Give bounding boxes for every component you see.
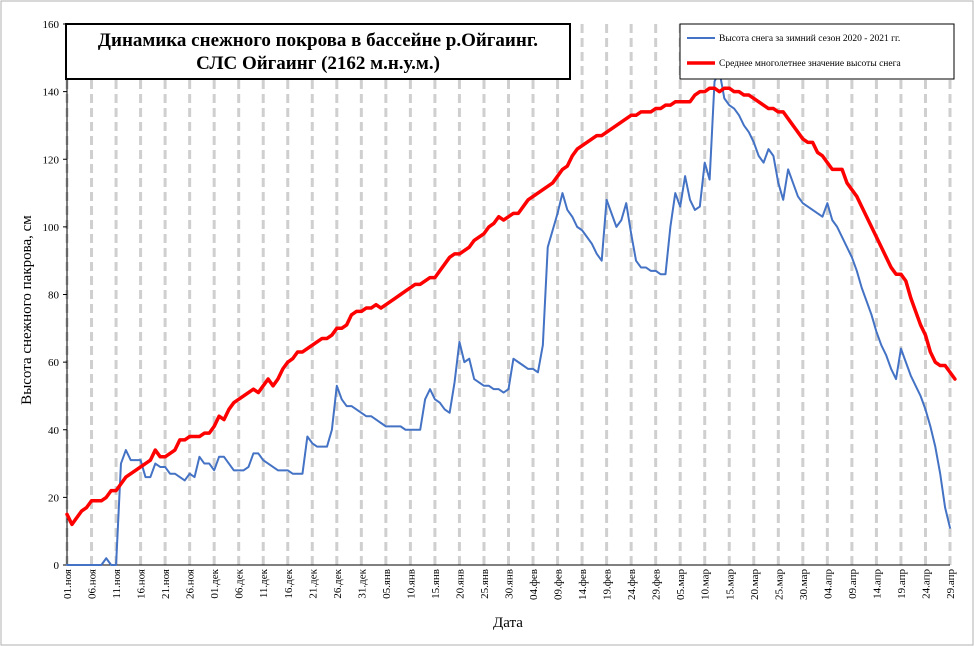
y-tick-label: 80 (48, 290, 60, 302)
series-layer (65, 70, 957, 566)
x-tick-label: 21.дек (307, 568, 319, 598)
x-tick-label: 14.апр (871, 569, 883, 599)
axis-layer: 01.ноя 06.ноя 11.ноя 16.ноя 21.ноя 26.ноя 01.д… (43, 19, 958, 600)
x-tick-label: 26.ноя (185, 569, 197, 599)
y-axis-label: Высота снежного пакрова, см (19, 215, 35, 405)
series-line-observed (66, 70, 951, 566)
x-tick-label: 26.дек (332, 568, 344, 598)
x-tick-label: 30.янв (504, 569, 516, 599)
x-axis-label: Дата (493, 615, 523, 631)
legend-frame (679, 23, 955, 80)
y-tick-label: 0 (54, 560, 60, 572)
x-tick-label: 19.апр (896, 569, 908, 599)
x-tick-label: 05.янв (381, 569, 393, 599)
y-tick-label: 40 (48, 425, 60, 437)
x-tick-label: 25.мар (773, 569, 785, 601)
x-tick-label: 09.апр (847, 569, 859, 599)
x-tick-label: 19.фев (602, 569, 614, 600)
chart-title-box: Динамика снежного покрова в бассейне р.О… (65, 23, 571, 80)
x-tick-label: 01.дек (209, 568, 221, 598)
chart-subtitle: СЛС Ойгаинг (2162 м.н.у.м.) (196, 53, 440, 74)
x-tick-label: 06.ноя (87, 569, 99, 599)
x-tick-label: 14.фев (577, 569, 589, 600)
x-tick-label: 21.ноя (160, 569, 172, 599)
x-tick-label: 05.мар (675, 569, 687, 601)
x-tick-label: 10.янв (405, 569, 417, 599)
x-tick-label: 15.мар (724, 569, 736, 601)
x-tick-label: 01.ноя (62, 569, 74, 599)
x-tick-label: 20.мар (749, 569, 761, 601)
legend-label-average: Среднее многолетнее значение высоты снег… (719, 59, 901, 69)
x-tick-label: 11.ноя (111, 569, 123, 599)
y-tick-label: 140 (43, 87, 60, 99)
y-tick-label: 160 (43, 19, 60, 31)
x-tick-label: 24.фев (626, 569, 638, 600)
x-tick-label: 10.мар (700, 569, 712, 601)
x-tick-label: 29.апр (945, 569, 957, 599)
chart-title: Динамика снежного покрова в бассейне р.О… (98, 30, 538, 51)
legend: Высота снега за зимний сезон 2020 - 2021… (679, 23, 955, 80)
x-tick-label: 04.фев (528, 569, 540, 600)
x-tick-label: 16.дек (283, 568, 295, 598)
x-tick-label: 15.янв (430, 569, 442, 599)
x-tick-label: 16.ноя (136, 569, 148, 599)
x-tick-label: 25.янв (479, 569, 491, 599)
x-tick-label: 04.апр (822, 569, 834, 599)
y-tick-label: 120 (43, 154, 60, 166)
x-tick-label: 11.дек (258, 568, 270, 598)
legend-label-observed: Высота снега за зимний сезон 2020 - 2021… (719, 33, 900, 44)
y-tick-label: 20 (48, 492, 60, 504)
x-tick-label: 24.апр (920, 569, 932, 599)
x-tick-label: 09.фев (553, 569, 565, 600)
y-tick-label: 60 (48, 357, 60, 369)
x-tick-label: 29.фев (651, 569, 663, 600)
title-frame (65, 23, 571, 80)
x-tick-label: 20.янв (454, 569, 466, 599)
x-tick-label: 30.мар (798, 569, 810, 601)
y-tick-label: 100 (43, 222, 60, 234)
x-tick-label: 31.дек (356, 568, 368, 598)
x-tick-label: 06.дек (234, 568, 246, 598)
series-line-average (65, 86, 957, 527)
